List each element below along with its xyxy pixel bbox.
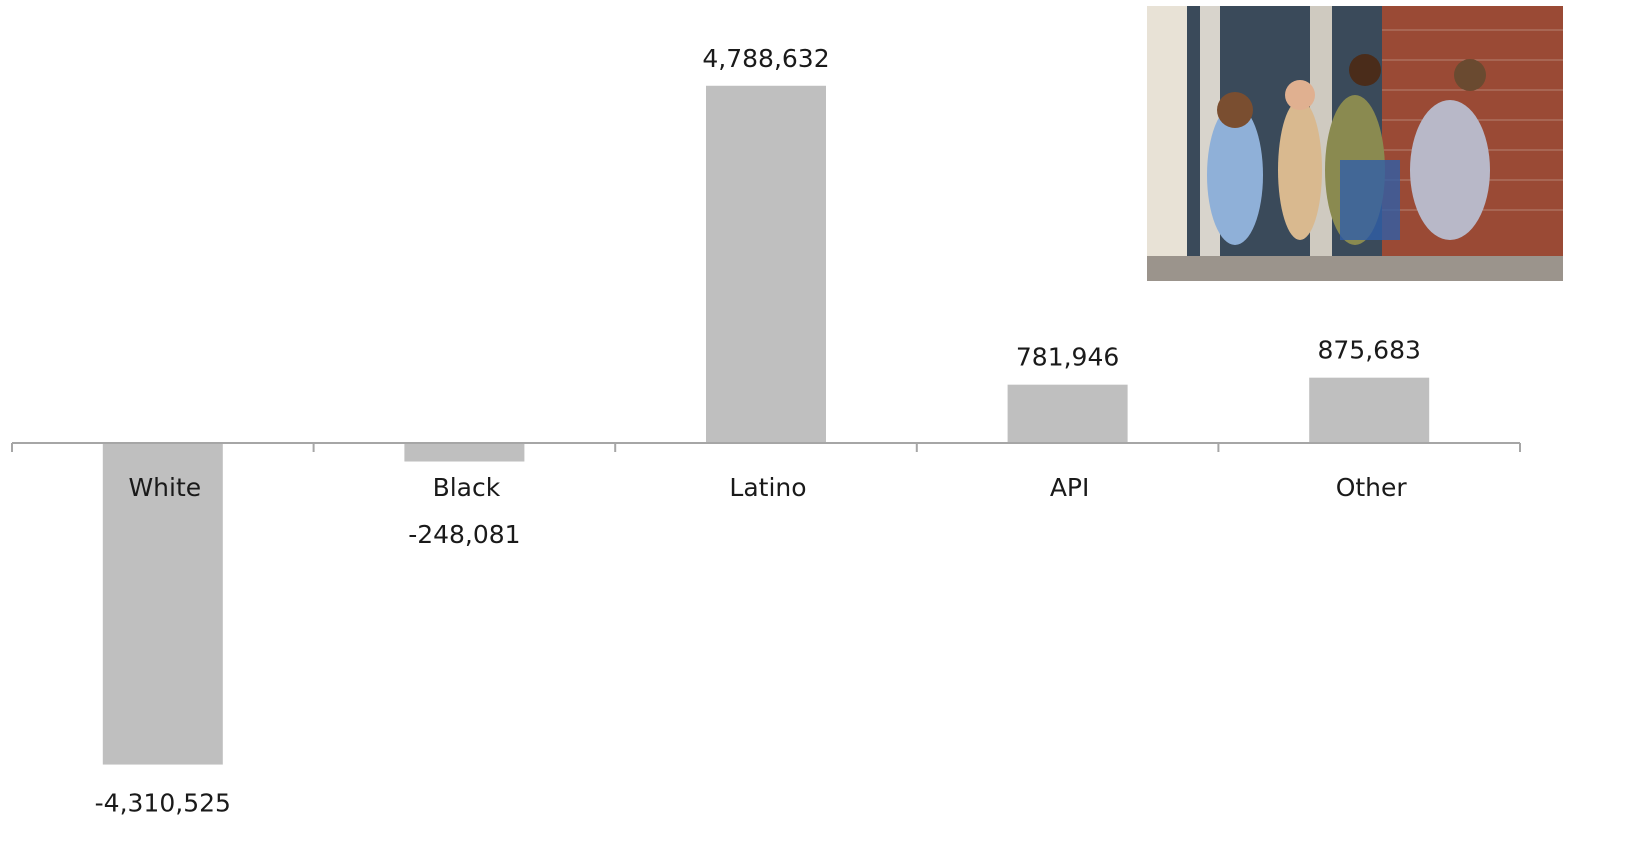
data-label: 875,683 bbox=[1318, 336, 1421, 365]
data-label: 4,788,632 bbox=[702, 44, 829, 73]
bar bbox=[404, 443, 525, 462]
x-tick-label: White bbox=[128, 473, 201, 502]
x-tick-label: Latino bbox=[729, 473, 806, 502]
photo bbox=[1147, 6, 1563, 281]
bar bbox=[102, 443, 223, 765]
x-tick-label: Black bbox=[433, 473, 501, 502]
data-label: 781,946 bbox=[1016, 343, 1119, 372]
x-tick-label: API bbox=[1050, 473, 1090, 502]
bar bbox=[1007, 384, 1128, 443]
data-label: -4,310,525 bbox=[95, 789, 231, 818]
bar bbox=[706, 85, 826, 443]
data-label: -248,081 bbox=[408, 520, 520, 549]
x-tick-label: Other bbox=[1336, 473, 1408, 502]
bar bbox=[1309, 377, 1430, 443]
